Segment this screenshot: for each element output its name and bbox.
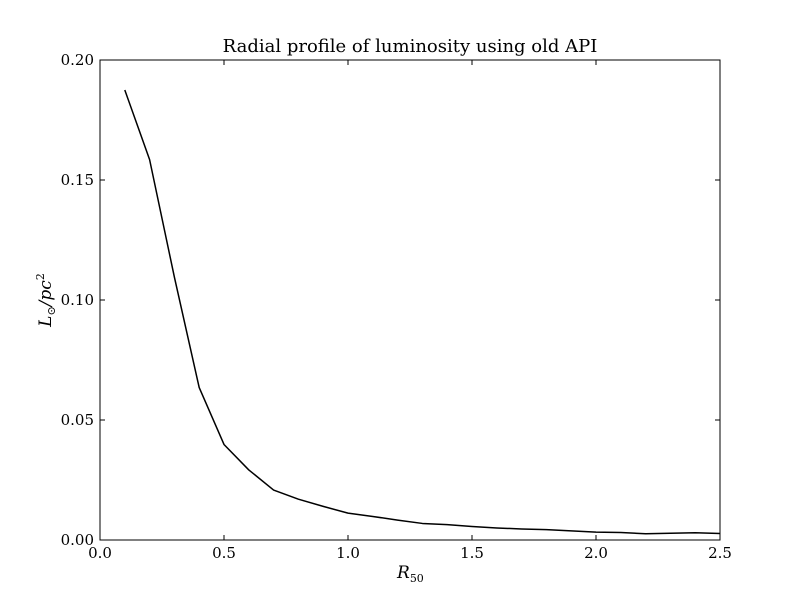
chart-title: Radial profile of luminosity using old A… (223, 36, 598, 57)
x-tick-label: 0.5 (212, 544, 236, 562)
x-axis-label-subscript: 50 (410, 572, 424, 585)
y-tick-label: 0.10 (61, 291, 94, 309)
x-tick-label: 1.0 (336, 544, 360, 562)
y-tick-label: 0.20 (61, 51, 94, 69)
plot-frame (99, 59, 721, 541)
y-axis-label-subscript: ⊙ (45, 306, 58, 315)
x-tick-label: 1.5 (460, 544, 484, 562)
y-tick-label: 0.15 (61, 171, 94, 189)
x-axis-label: R50 (396, 563, 424, 585)
y-axis-label: L⊙/pc2 (34, 273, 58, 328)
x-tick-label: 0.0 (88, 544, 112, 562)
plot-area (124, 89, 721, 535)
y-tick-label: 0.00 (61, 531, 94, 549)
x-tick-label: 2.5 (708, 544, 732, 562)
series-line-0 (124, 89, 721, 535)
axis-ticks: 0.0 0.5 1.0 1.5 2.0 2.5 0.00 0.05 0.10 0.15 0.20 (61, 51, 732, 562)
x-tick-label: 2.0 (584, 544, 608, 562)
y-axis-label-superscript: 2 (34, 273, 47, 280)
y-tick-label: 0.05 (61, 411, 94, 429)
